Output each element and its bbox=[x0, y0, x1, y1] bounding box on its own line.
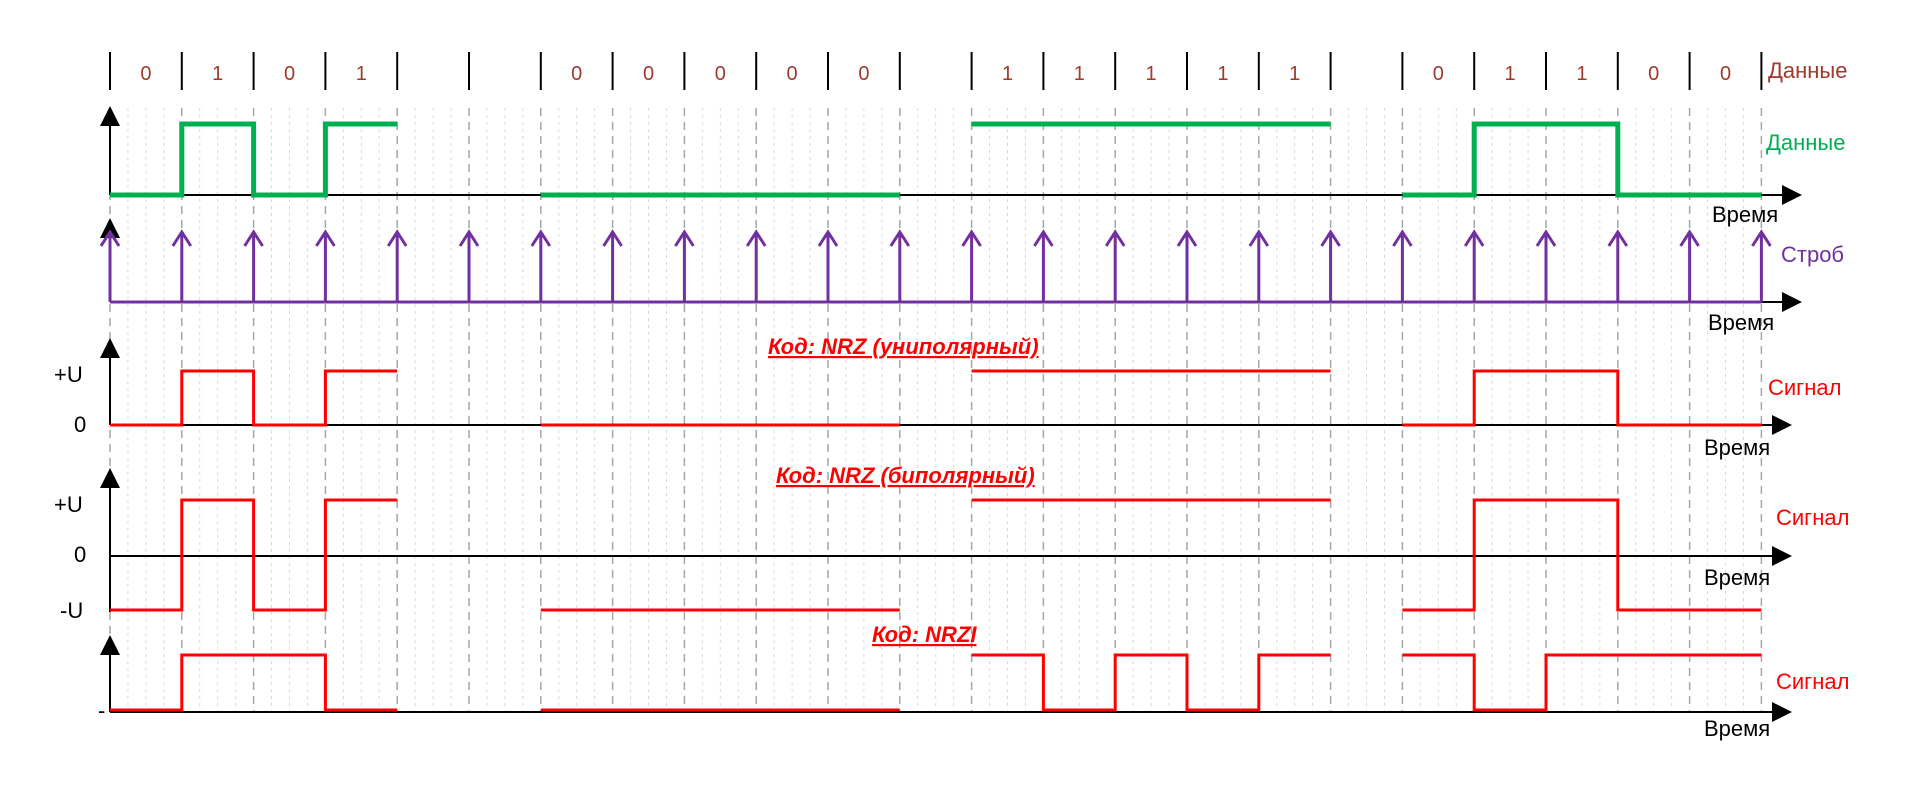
time-label-strobe: Время bbox=[1708, 310, 1774, 335]
signal-label-2: Сигнал bbox=[1776, 505, 1849, 530]
bit-value: 0 bbox=[1648, 63, 1659, 85]
strobe-pulse bbox=[1176, 229, 1198, 302]
strobe-pulse bbox=[1607, 229, 1629, 302]
strobe-pulse bbox=[1463, 229, 1485, 302]
strobe-pulse bbox=[1248, 229, 1270, 302]
strobe-pulse bbox=[1535, 229, 1557, 302]
data-waveform bbox=[110, 121, 1762, 198]
bit-value: 1 bbox=[1002, 63, 1013, 85]
strobe-pulse bbox=[530, 229, 552, 302]
strobe-label: Строб bbox=[1781, 242, 1844, 267]
strobe-pulse bbox=[961, 229, 982, 302]
data-axis bbox=[100, 106, 1802, 205]
bit-value: 1 bbox=[1146, 63, 1157, 85]
bit-value: 0 bbox=[787, 63, 798, 85]
time-label-1: Время bbox=[1704, 435, 1770, 460]
bit-value: 0 bbox=[643, 63, 654, 85]
grid-lines bbox=[109, 52, 1763, 712]
bit-value: 0 bbox=[284, 63, 295, 85]
bit-value: 0 bbox=[715, 63, 726, 85]
tick-dash: - bbox=[98, 698, 105, 723]
tick-plus-u-2: +U bbox=[54, 492, 83, 517]
bit-value: 1 bbox=[1576, 63, 1587, 85]
strobe-pulse bbox=[243, 229, 264, 302]
bit-value: 0 bbox=[571, 63, 582, 85]
strobe-pulse bbox=[745, 229, 767, 302]
strobe-pulse bbox=[817, 229, 839, 302]
tick-zero-2: 0 bbox=[74, 542, 86, 567]
tick-zero-1: 0 bbox=[74, 412, 86, 437]
signal-label-1: Сигнал bbox=[1768, 375, 1841, 400]
bit-value: 1 bbox=[212, 63, 223, 85]
strobe-pulse bbox=[99, 229, 121, 302]
strobe-pulse bbox=[1392, 229, 1413, 302]
bit-values-row: 0 1 0 1 0 0 0 0 0 1 1 1 1 1 0 1 1 0 0 bbox=[140, 63, 1731, 85]
signal-label-3: Сигнал bbox=[1776, 669, 1849, 694]
nrz-bipolar-signal bbox=[110, 498, 1762, 612]
tick-plus-u-1: +U bbox=[54, 362, 83, 387]
bit-value: 0 bbox=[1720, 63, 1731, 85]
title-nrzi: Код: NRZI bbox=[872, 622, 977, 647]
time-label-data: Время bbox=[1712, 202, 1778, 227]
strobe-pulse bbox=[1320, 229, 1341, 302]
nrzi-signal bbox=[110, 653, 1762, 712]
bit-value: 1 bbox=[1217, 63, 1228, 85]
strobe-pulse bbox=[674, 229, 695, 302]
strobe-pulse bbox=[458, 229, 480, 302]
tick-minus-u: -U bbox=[60, 598, 83, 623]
data-label: Данные bbox=[1766, 130, 1845, 155]
bit-value: 1 bbox=[1505, 63, 1516, 85]
strobe-pulse bbox=[602, 229, 623, 302]
bit-value: 0 bbox=[140, 63, 151, 85]
strobe-pulse bbox=[386, 229, 408, 302]
bit-value: 1 bbox=[1289, 63, 1300, 85]
strobe-pulse bbox=[1033, 229, 1054, 302]
bit-value: 1 bbox=[356, 63, 367, 85]
time-label-3: Время bbox=[1704, 716, 1770, 741]
nrz-unipolar-axis bbox=[100, 338, 1792, 435]
bit-value: 0 bbox=[1433, 63, 1444, 85]
strobe-pulse bbox=[889, 229, 911, 302]
strobe-pulse bbox=[1104, 229, 1126, 302]
strobe-pulse bbox=[1751, 229, 1772, 302]
strobe-pulses bbox=[99, 229, 1772, 304]
strobe-pulse bbox=[315, 229, 336, 302]
nrzi-axis bbox=[100, 635, 1792, 722]
strobe-pulse bbox=[1679, 229, 1700, 302]
time-label-2: Время bbox=[1704, 565, 1770, 590]
title-nrz-unipolar: Код: NRZ (униполярный) bbox=[768, 334, 1039, 359]
nrz-unipolar-signal bbox=[110, 369, 1762, 427]
nrz-bipolar-axis bbox=[100, 468, 1792, 612]
bit-value: 1 bbox=[1074, 63, 1085, 85]
bit-value: 0 bbox=[858, 63, 869, 85]
title-nrz-bipolar: Код: NRZ (биполярный) bbox=[776, 463, 1035, 488]
top-data-label: Данные bbox=[1768, 58, 1847, 83]
strobe-pulse bbox=[171, 229, 193, 302]
